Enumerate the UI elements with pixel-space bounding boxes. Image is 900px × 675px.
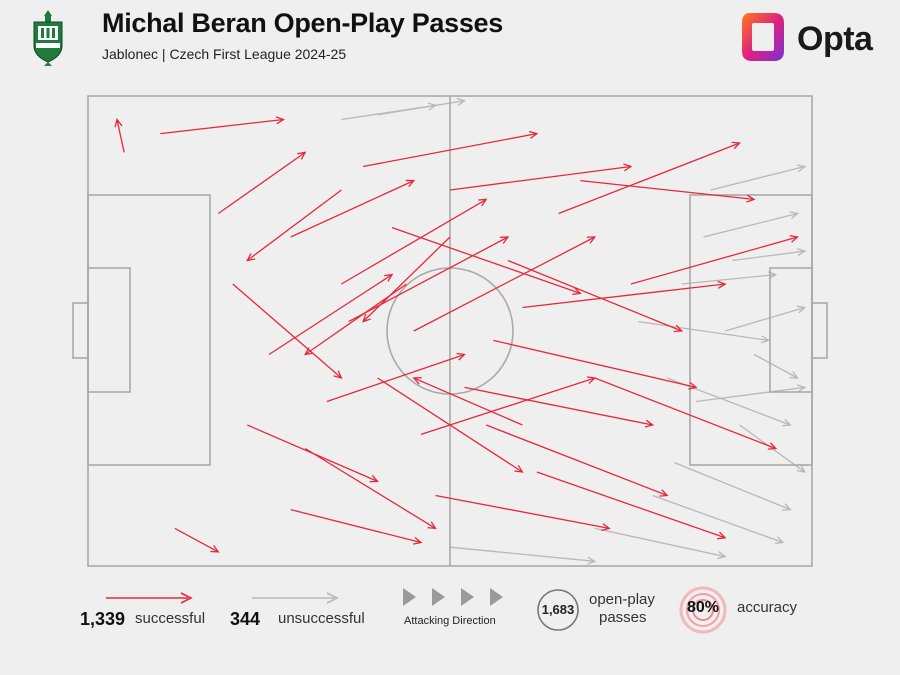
successful-pass-4: [341, 198, 488, 285]
unsuccessful-label: unsuccessful: [278, 610, 365, 627]
unsuccessful-pass-0: [703, 211, 799, 238]
successful-pass-33: [246, 189, 342, 262]
successful-pass-16: [232, 283, 343, 379]
unsuccessful-pass-layer: [341, 97, 807, 565]
successful-legend-arrow: [106, 592, 193, 604]
successful-pass-6: [413, 236, 597, 332]
successful-pass-7: [449, 163, 633, 191]
successful-pass-12: [558, 141, 741, 215]
successful-pass-21: [464, 386, 655, 428]
successful-pass-23: [536, 471, 727, 540]
successful-pass-0: [160, 116, 285, 135]
unsuccessful-pass-10: [696, 384, 807, 403]
successful-pass-28: [247, 424, 379, 483]
accuracy-value: 80%: [686, 599, 720, 616]
accuracy-label: accuracy: [737, 599, 798, 616]
successful-pass-15: [435, 494, 611, 532]
attacking-direction-icon: [403, 588, 503, 606]
unsuccessful-legend-arrow: [252, 592, 339, 604]
jablonec-crest-icon: [33, 10, 63, 66]
unsuccessful-pass-11: [638, 320, 771, 344]
successful-pass-18: [326, 352, 466, 403]
unsuccessful-pass-14: [594, 527, 727, 560]
unsuccessful-pass-5: [652, 494, 785, 544]
left-goal: [72, 302, 89, 359]
successful-pass-29: [493, 339, 698, 390]
unsuccessful-pass-1: [724, 305, 807, 332]
unsuccessful-pass-12: [732, 247, 807, 262]
opta-logo-icon: [742, 13, 784, 61]
successful-pass-20: [630, 234, 799, 285]
total-passes-label-line2: passes: [599, 609, 647, 626]
successful-pass-19: [391, 226, 582, 295]
brand-name: Opta: [797, 20, 873, 58]
successful-pass-10: [304, 447, 437, 530]
successful-pass-layer: [114, 116, 799, 553]
successful-count: 1,339: [80, 609, 126, 629]
total-passes-label-line1: open-play: [589, 591, 655, 608]
successful-pass-31: [362, 236, 451, 323]
page-title: Michal Beran Open-Play Passes: [102, 8, 503, 38]
unsuccessful-pass-6: [710, 164, 807, 191]
successful-pass-17: [507, 259, 684, 333]
successful-pass-9: [522, 280, 727, 309]
accuracy-target-icon: [679, 586, 727, 634]
successful-pass-3: [290, 179, 416, 238]
total-passes-value: 1,683: [541, 602, 575, 617]
successful-pass-22: [217, 151, 307, 215]
successful-pass-1: [174, 527, 220, 553]
successful-pass-26: [290, 508, 423, 545]
successful-pass-32: [412, 377, 523, 426]
unsuccessful-pass-9: [449, 546, 597, 565]
right-goal: [811, 302, 828, 359]
successful-pass-24: [348, 236, 510, 323]
successful-pass-13: [594, 377, 778, 450]
successful-pass-14: [362, 130, 539, 168]
pitch-lines: [72, 95, 828, 567]
total-passes-ring-icon: [537, 589, 579, 631]
successful-pass-25: [420, 376, 597, 436]
successful-pass-11: [268, 273, 394, 356]
successful-pass-2: [114, 118, 125, 153]
successful-label: successful: [135, 610, 206, 627]
page-subtitle: Jablonec | Czech First League 2024-25: [102, 46, 347, 62]
unsuccessful-pass-13: [674, 461, 792, 511]
successful-pass-8: [485, 424, 669, 497]
unsuccessful-count: 344: [230, 609, 261, 629]
successful-pass-27: [580, 179, 756, 203]
unsuccessful-pass-7: [753, 353, 799, 379]
attacking-direction-label: Attacking Direction: [404, 615, 496, 627]
